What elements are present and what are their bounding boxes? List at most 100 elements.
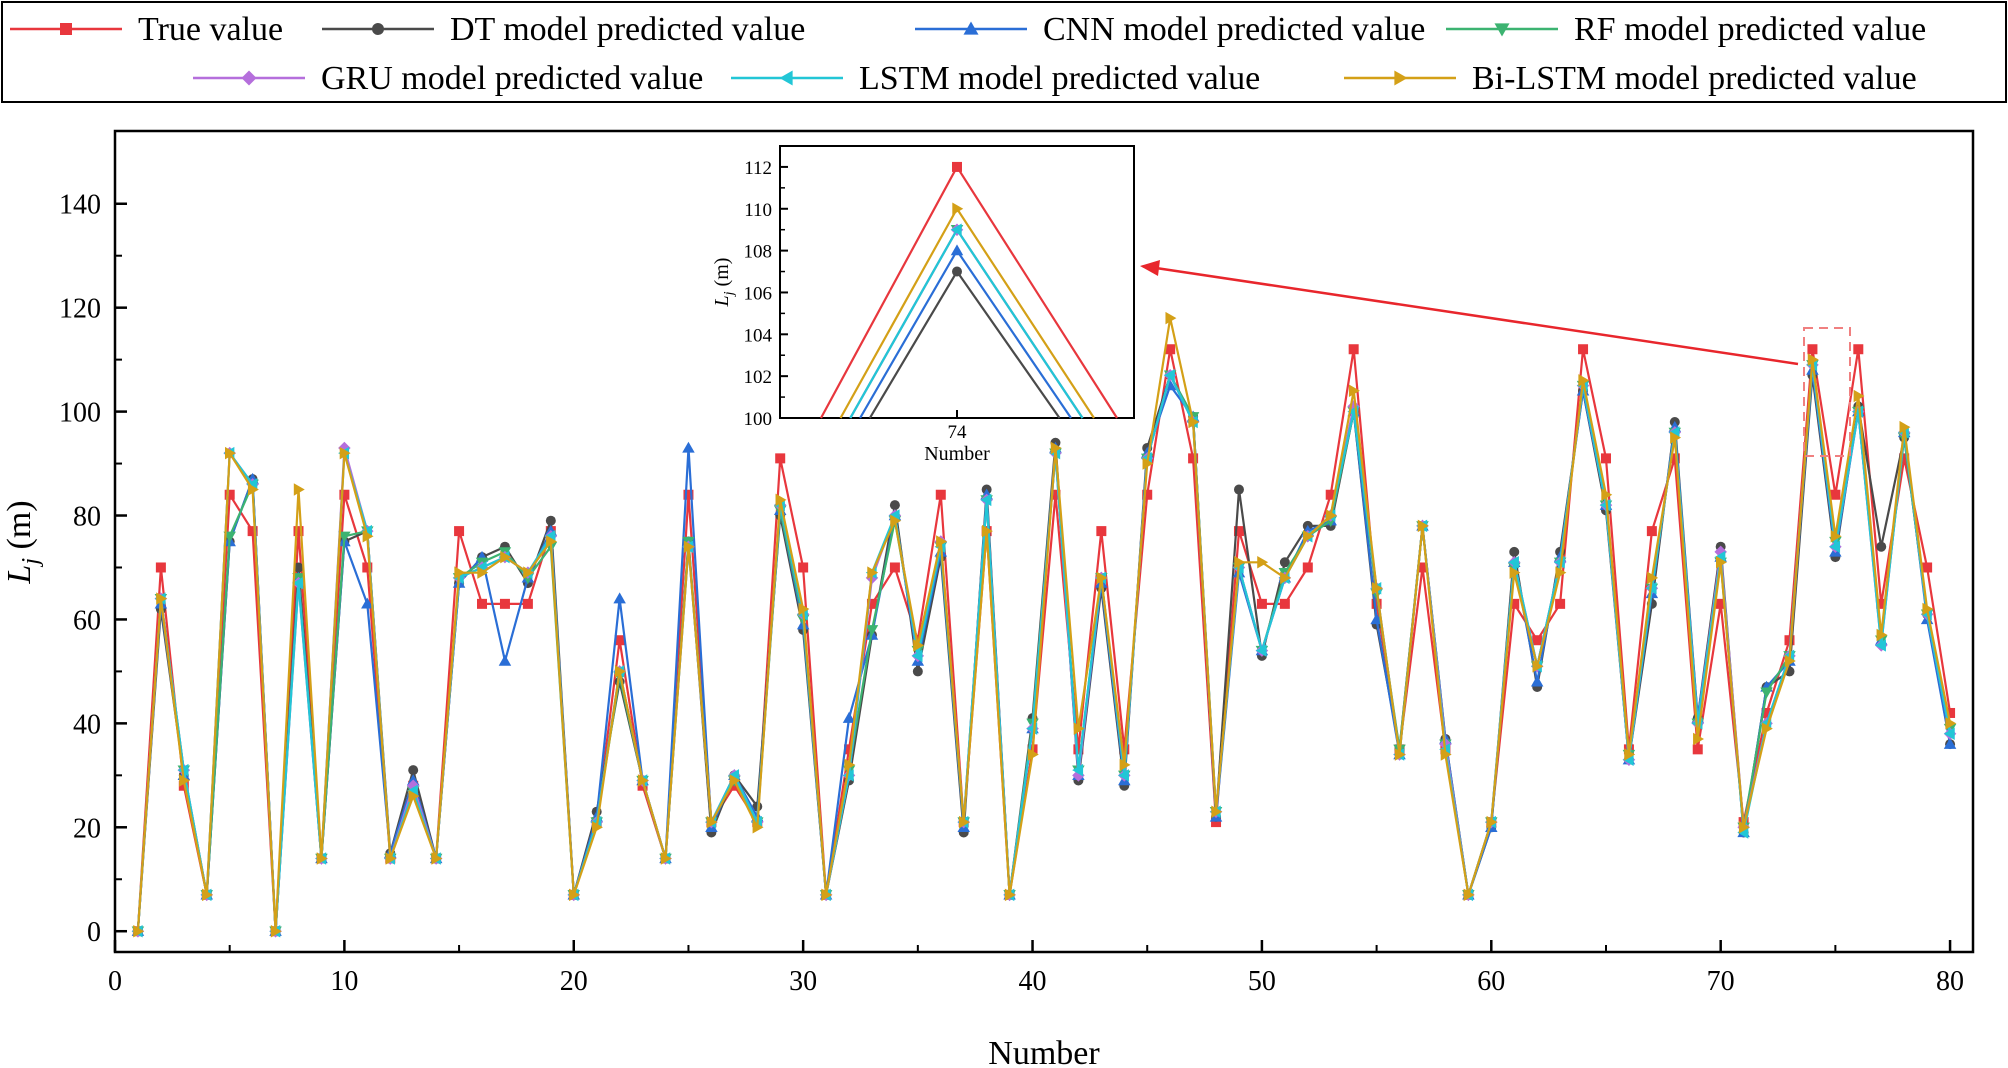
data-point — [133, 924, 145, 938]
data-point — [798, 602, 810, 616]
data-point — [1463, 888, 1475, 902]
x-tick-label: 0 — [108, 966, 122, 997]
data-point — [1118, 769, 1129, 782]
legend-marker — [60, 23, 72, 35]
data-point — [865, 625, 879, 637]
data-point — [683, 489, 694, 500]
data-point — [911, 649, 923, 663]
data-point — [1807, 344, 1818, 355]
data-point — [1303, 530, 1315, 543]
y-tick-label: 20 — [73, 813, 101, 844]
data-point — [1943, 737, 1957, 749]
data-point — [316, 852, 328, 865]
data-point — [613, 592, 626, 604]
y-tick-label: 80 — [73, 502, 101, 533]
data-point — [1417, 562, 1428, 573]
data-point — [706, 815, 718, 829]
data-point — [1417, 519, 1429, 533]
data-point — [614, 665, 626, 678]
data-point — [454, 526, 465, 537]
data-point — [293, 562, 304, 573]
data-point — [361, 597, 374, 609]
data-point — [842, 711, 856, 723]
data-point — [1509, 598, 1520, 609]
data-point — [1119, 758, 1131, 772]
data-point — [1256, 598, 1267, 609]
data-point — [545, 515, 556, 526]
inset-data-point — [952, 202, 964, 216]
legend-item-true-value: True value — [10, 11, 283, 48]
data-point — [499, 598, 510, 609]
y-tick-label: 120 — [59, 294, 101, 325]
data-point — [1555, 598, 1566, 609]
data-point — [293, 483, 305, 496]
legend-label: DT model predicted value — [450, 11, 805, 48]
data-point — [408, 765, 419, 776]
data-point — [1784, 654, 1796, 668]
data-point — [1760, 687, 1773, 699]
data-point — [1096, 571, 1108, 585]
data-point — [1211, 817, 1222, 828]
data-point — [155, 562, 166, 573]
data-point — [1507, 556, 1519, 569]
inset-y-tick-label: 106 — [744, 283, 773, 304]
x-axis-label: Number — [988, 1035, 1100, 1068]
legend-item-lstm-model-predicted-value: LSTM model predicted value — [731, 60, 1260, 97]
data-point — [156, 592, 168, 605]
data-point — [1050, 489, 1061, 500]
data-point — [1440, 748, 1452, 761]
data-point — [500, 550, 512, 564]
inset-frame — [779, 145, 1135, 419]
legend-box — [1, 1, 2007, 103]
y-axis-label-symbol: L — [1, 565, 38, 585]
data-point — [1255, 644, 1267, 657]
data-point — [1876, 598, 1887, 609]
legend: True value DT model predicted value CNN mo… — [1, 1, 2007, 103]
data-point — [1119, 744, 1130, 755]
zoom-arrow-head — [1140, 260, 1160, 276]
data-point — [339, 489, 350, 500]
y-tick-label: 60 — [73, 605, 101, 636]
data-point — [1211, 805, 1223, 818]
data-point — [546, 535, 558, 548]
inset-y-tick-label: 100 — [744, 409, 773, 430]
data-point — [247, 526, 258, 537]
data-point — [1165, 311, 1177, 325]
inset-y-tick-label: 112 — [744, 158, 772, 179]
inset-series-dt-model-predicted-value — [868, 266, 1061, 419]
data-point — [1761, 722, 1773, 735]
data-point — [1279, 557, 1290, 568]
data-point — [1257, 556, 1269, 569]
inset-x-axis-label: Number — [924, 443, 990, 465]
data-point — [1943, 727, 1955, 741]
zoom-highlight-box — [1803, 327, 1851, 457]
data-point — [890, 514, 902, 527]
data-point — [682, 441, 695, 453]
data-point — [247, 483, 259, 496]
data-point — [1509, 566, 1521, 579]
data-point — [1326, 509, 1337, 522]
data-point — [1371, 598, 1382, 609]
legend-label: LSTM model predicted value — [859, 60, 1260, 97]
data-point — [1876, 628, 1888, 642]
data-point — [1807, 353, 1819, 366]
x-tick-label: 10 — [330, 966, 358, 997]
data-point — [385, 852, 397, 865]
data-point — [1280, 571, 1292, 585]
data-point — [683, 540, 695, 553]
data-point — [1738, 821, 1750, 834]
data-point — [660, 852, 672, 865]
data-point — [202, 888, 214, 902]
data-point — [569, 888, 581, 902]
data-point — [614, 635, 625, 646]
data-point — [1279, 598, 1290, 609]
data-point — [981, 524, 993, 538]
legend-item-dt-model-predicted-value: DT model predicted value — [322, 11, 805, 48]
data-point — [1073, 744, 1084, 755]
data-point — [1532, 659, 1544, 673]
data-point — [867, 566, 879, 579]
data-point — [1532, 635, 1543, 646]
data-point — [477, 598, 488, 609]
